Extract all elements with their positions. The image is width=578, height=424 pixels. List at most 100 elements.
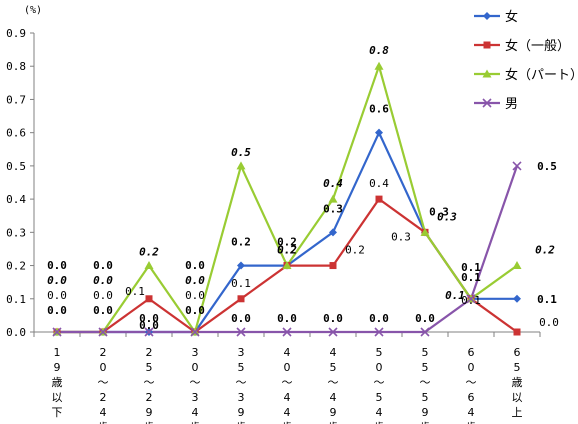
data-label: 0.0 [93,259,113,272]
x-category-char: 歳 [420,421,431,424]
y-tick-label: 0.8 [6,60,26,73]
data-label: 0.2 [277,236,297,249]
point-marker [236,327,246,337]
point-marker [482,69,492,78]
point-marker [466,294,476,304]
data-label: 0.2 [345,244,365,257]
point-marker [483,12,491,20]
x-category-char: 歳 [282,421,293,424]
series-line [57,130,517,334]
data-label: 0.2 [231,236,251,249]
x-category-char: 歳 [328,421,339,424]
data-label: 0.0 [93,304,113,317]
data-label: 0.1 [461,261,481,274]
x-category-char: 6 [468,346,475,359]
data-label: 0.2 [139,246,159,259]
x-category-char: 5 [376,391,383,404]
legend-entry: 女 [474,9,518,25]
point-marker [513,328,521,336]
point-marker [144,327,154,337]
data-label: 0.1 [537,293,557,306]
x-category-char: 以 [512,391,523,404]
x-category-char: 0 [284,361,291,374]
data-label: 0.4 [369,177,389,190]
x-category-char: 5 [146,361,153,374]
x-category-char: 4 [284,406,291,419]
point-marker [328,194,338,203]
x-category-char: 歳 [512,376,523,389]
legend-label: 女（パート） [505,67,578,83]
y-tick-label: 0.0 [6,326,26,339]
data-label: 0.0 [93,289,113,302]
x-category-label: 2 5 〜 2 9 歳 [144,346,155,424]
data-label: 0.8 [369,44,389,57]
data-label: 0.0 [539,316,559,329]
x-category-char: 0 [192,361,199,374]
point-marker [328,327,338,337]
x-category-char: 4 [376,406,383,419]
x-category-char: 0 [468,361,475,374]
x-category-label: 4 5 〜 4 9 歳 [328,346,339,424]
point-marker [282,327,292,337]
point-marker [375,128,383,137]
data-label: 0.0 [139,319,159,332]
data-label: 0.0 [231,312,251,325]
chart-legend: 女女（一般） 女（パート） 男 [474,9,578,112]
point-marker [374,61,384,70]
data-label: 0.0 [93,274,113,287]
x-category-char: 〜 [328,376,339,389]
x-category-char: 〜 [466,376,477,389]
x-category-char: 9 [146,406,153,419]
y-axis: (%) 0.0 0.1 0.2 0.3 0.4 0.5 0.6 0.7 0.8 0.9 [6,5,42,339]
x-category-char: 5 [238,361,245,374]
legend-label: 女 [505,9,518,25]
x-category-char: 4 [330,391,337,404]
data-label: 0.1 [125,285,145,298]
y-tick-label: 0.6 [6,127,26,140]
data-label: 0.1 [231,277,251,290]
point-marker [374,327,384,337]
x-category-char: 歳 [236,421,247,424]
x-category-char: 歳 [52,376,63,389]
point-marker [420,227,430,236]
point-marker [482,98,492,108]
data-label: 0.3 [429,205,449,218]
legend-label: 男 [505,97,518,112]
y-tick-label: 0.2 [6,260,26,273]
data-labels: 0.0 0.00.00.00.2 0.20.30.60.30.10.10.0 0.0 0… [47,44,559,332]
point-marker [483,41,491,49]
x-category-label: 6 5 歳以上 [512,346,523,419]
y-tick-label: 0.9 [6,27,26,40]
data-label: 0.4 [323,177,343,190]
x-category-char: 歳 [466,421,477,424]
point-marker [513,294,521,303]
point-marker [329,262,337,270]
x-category-char: 〜 [98,376,109,389]
x-category-char: 3 [238,391,245,404]
x-category-label: 3 5 〜 3 9 歳 [236,346,247,424]
x-category-char: 以 [52,391,63,404]
x-category-char: 2 [100,391,107,404]
data-label: 0.0 [185,259,205,272]
x-category-char: 5 [514,361,521,374]
data-label: 0.1 [461,294,481,307]
x-category-char: 歳 [190,421,201,424]
point-marker [512,161,522,171]
y-tick-label: 0.1 [6,293,26,306]
x-category-char: 4 [468,406,475,419]
point-marker [282,261,292,270]
data-label: 0.5 [537,160,557,173]
x-category-char: 2 [100,346,107,359]
point-marker [52,327,62,337]
data-label: 0.0 [185,304,205,317]
point-marker [420,327,430,337]
x-category-char: 6 [514,346,521,359]
x-category-char: 歳 [374,421,385,424]
data-label: 0.2 [277,244,297,257]
x-category-char: 歳 [98,421,109,424]
data-label: 0.0 [185,289,205,302]
legend-label: 女（一般） [505,38,570,54]
x-category-char: 4 [284,346,291,359]
point-marker [190,327,200,337]
x-category-char: 1 [54,346,61,359]
